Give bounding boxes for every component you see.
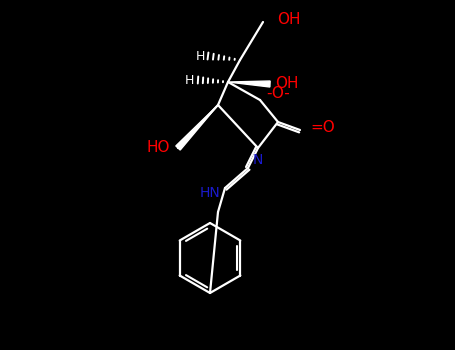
Text: H: H	[196, 49, 205, 63]
Text: OH: OH	[275, 77, 298, 91]
Text: HO: HO	[147, 140, 170, 155]
Polygon shape	[228, 81, 270, 87]
Text: =O: =O	[310, 120, 335, 135]
Polygon shape	[176, 105, 218, 150]
Text: -O-: -O-	[266, 86, 290, 102]
Text: OH: OH	[277, 13, 300, 28]
Text: H: H	[185, 74, 194, 86]
Text: HN: HN	[199, 186, 220, 200]
Text: N: N	[253, 153, 263, 167]
